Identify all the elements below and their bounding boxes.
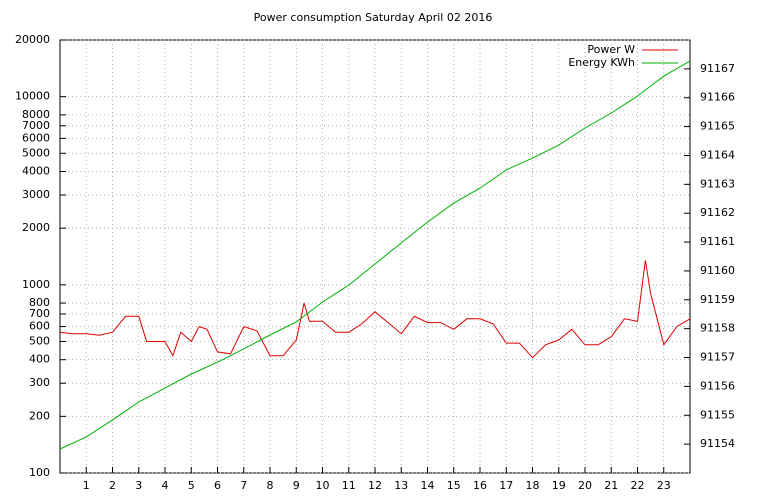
y2-tick-label: 91166 [700,91,735,104]
y-tick-label: 800 [29,296,50,309]
y-tick-label: 100 [29,466,50,479]
x-tick-label: 10 [316,479,330,492]
x-tick-label: 20 [578,479,592,492]
y2-tick-label: 91165 [700,120,735,133]
x-tick-label: 13 [394,479,408,492]
y-tick-label: 6000 [22,131,50,144]
y-tick-label: 3000 [22,188,50,201]
y-tick-label: 500 [29,334,50,347]
x-tick-label: 1 [83,479,90,492]
y-tick-label: 4000 [22,165,50,178]
y2-tick-label: 91161 [700,235,735,248]
y2-tick-label: 91156 [700,379,735,392]
x-tick-label: 15 [447,479,461,492]
y2-tick-label: 91164 [700,148,735,161]
y-tick-label: 2000 [22,221,50,234]
y2-tick-label: 91154 [700,437,735,450]
x-tick-label: 6 [214,479,221,492]
x-tick-label: 19 [552,479,566,492]
y-tick-label: 200 [29,409,50,422]
x-tick-label: 14 [421,479,435,492]
y2-tick-label: 91159 [700,293,735,306]
y-tick-label: 20000 [15,33,50,46]
x-tick-label: 7 [240,479,247,492]
y-tick-label: 300 [29,376,50,389]
y-tick-label: 400 [29,353,50,366]
x-tick-label: 22 [631,479,645,492]
y-tick-label: 10000 [15,90,50,103]
y-tick-label: 8000 [22,108,50,121]
x-tick-label: 16 [473,479,487,492]
x-tick-label: 8 [267,479,274,492]
series-line [59,260,691,359]
x-tick-label: 2 [109,479,116,492]
x-tick-label: 11 [342,479,356,492]
y2-tick-label: 91160 [700,264,735,277]
series-line [59,60,691,450]
x-tick-label: 21 [604,479,618,492]
x-tick-label: 17 [499,479,513,492]
x-tick-label: 18 [526,479,540,492]
y-tick-label: 5000 [22,146,50,159]
x-tick-label: 9 [293,479,300,492]
legend-label: Power W [587,43,635,56]
y2-tick-label: 91157 [700,351,735,364]
legend-label: Energy KWh [568,56,635,69]
chart-title: Power consumption Saturday April 02 2016 [254,11,493,24]
y2-tick-label: 91158 [700,322,735,335]
y-tick-label: 600 [29,320,50,333]
x-tick-label: 4 [162,479,169,492]
y-tick-label: 1000 [22,278,50,291]
y2-tick-label: 91155 [700,408,735,421]
x-tick-label: 23 [657,479,671,492]
y2-tick-label: 91163 [700,177,735,190]
y2-tick-label: 91162 [700,206,735,219]
y-tick-label: 7000 [22,119,50,132]
y-tick-label: 700 [29,307,50,320]
x-tick-label: 3 [135,479,142,492]
x-tick-label: 5 [188,479,195,492]
x-tick-label: 12 [368,479,382,492]
y2-tick-label: 91167 [700,62,735,75]
